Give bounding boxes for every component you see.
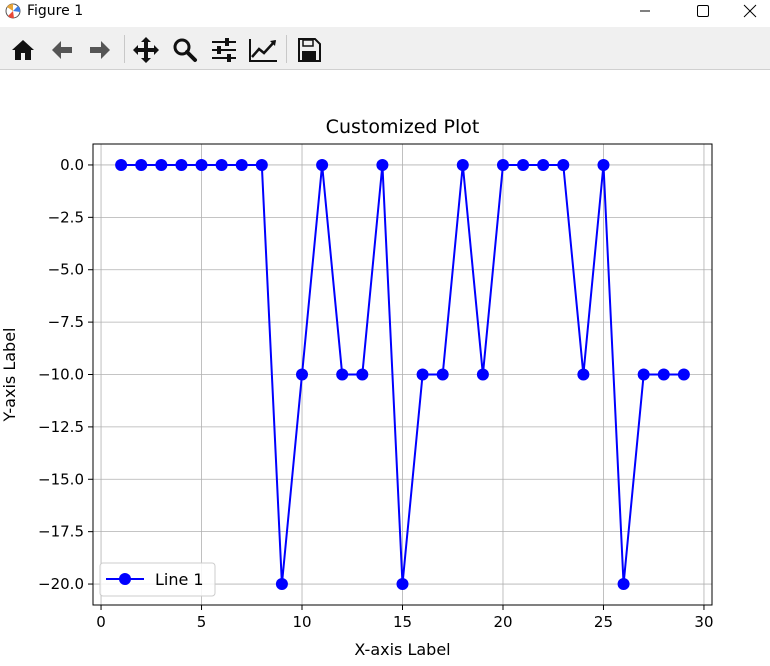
data-point — [517, 158, 530, 171]
y-tick-label: −7.5 — [48, 313, 84, 331]
data-point — [175, 158, 188, 171]
data-point — [476, 368, 489, 381]
data-point — [115, 158, 128, 171]
data-point — [657, 368, 670, 381]
y-tick-label: 0.0 — [60, 156, 84, 174]
home-button[interactable] — [8, 35, 38, 65]
home-icon — [12, 40, 34, 60]
move-icon — [133, 37, 159, 63]
data-point — [275, 578, 288, 591]
data-point — [396, 578, 409, 591]
x-tick-label: 25 — [594, 613, 613, 631]
x-tick-label: 10 — [292, 613, 311, 631]
data-point — [296, 368, 309, 381]
y-tick-label: −2.5 — [48, 208, 84, 226]
y-tick-label: −20.0 — [38, 575, 84, 593]
floppy-disk-icon — [298, 38, 321, 62]
x-tick-label: 15 — [393, 613, 412, 631]
close-button[interactable] — [730, 0, 770, 22]
data-point — [597, 158, 610, 171]
data-point — [617, 578, 630, 591]
data-point — [557, 158, 570, 171]
y-tick-label: −15.0 — [38, 470, 84, 488]
x-tick-label: 30 — [694, 613, 713, 631]
legend-marker-sample — [119, 573, 131, 585]
line-chart-icon — [249, 39, 277, 62]
navigation-toolbar — [0, 27, 770, 70]
arrow-right-icon — [90, 41, 110, 59]
configure-subplots-button[interactable] — [209, 35, 239, 65]
y-tick-label: −10.0 — [38, 366, 84, 384]
data-point — [235, 158, 248, 171]
legend: Line 1 — [99, 562, 216, 597]
maximize-icon — [697, 5, 709, 17]
x-tick-label: 20 — [493, 613, 512, 631]
data-point — [356, 368, 369, 381]
maximize-button[interactable] — [683, 0, 723, 22]
legend-box — [99, 562, 216, 597]
data-point — [215, 158, 228, 171]
toolbar-separator — [124, 35, 125, 63]
y-tick-label: −12.5 — [38, 418, 84, 436]
figure-canvas[interactable]: 0 5 10 15 20 25 30 0.0 −2.5 −5.0 −7.5 −10.0 −12.5 −1… — [0, 70, 770, 662]
data-point — [677, 368, 690, 381]
y-tick-label: −17.5 — [38, 523, 84, 541]
window-title: Figure 1 — [27, 3, 84, 19]
line-chart: 0 5 10 15 20 25 30 0.0 −2.5 −5.0 −7.5 −10.0 −12.5 −1… — [0, 116, 714, 659]
y-tick-label: −5.0 — [48, 261, 84, 279]
x-tick-label: 0 — [96, 613, 106, 631]
back-button[interactable] — [47, 35, 77, 65]
x-axis-label: X-axis Label — [354, 640, 450, 659]
matplotlib-app-icon — [5, 3, 21, 19]
sliders-icon — [212, 38, 236, 62]
data-point — [537, 158, 550, 171]
axes-frame — [92, 143, 713, 606]
toolbar-separator — [286, 35, 287, 63]
window-titlebar: Figure 1 — [0, 0, 770, 22]
data-point — [496, 158, 509, 171]
y-axis-label: Y-axis Label — [0, 328, 19, 423]
close-icon — [743, 4, 757, 18]
data-point — [637, 368, 650, 381]
data-point — [255, 158, 268, 171]
arrow-left-icon — [52, 41, 72, 59]
data-point — [577, 368, 590, 381]
data-point — [436, 368, 449, 381]
data-point — [135, 158, 148, 171]
magnifier-icon — [173, 38, 197, 62]
data-point — [155, 158, 168, 171]
forward-button[interactable] — [85, 35, 115, 65]
save-button[interactable] — [294, 35, 324, 65]
minimize-button[interactable] — [625, 0, 665, 22]
minimize-icon — [640, 10, 650, 12]
data-point — [336, 368, 349, 381]
data-point — [416, 368, 429, 381]
chart-title: Customized Plot — [326, 116, 480, 138]
zoom-button[interactable] — [170, 35, 200, 65]
edit-axes-button[interactable] — [248, 35, 278, 65]
data-point — [316, 158, 329, 171]
legend-label: Line 1 — [155, 570, 204, 589]
data-point — [376, 158, 389, 171]
pan-button[interactable] — [131, 35, 161, 65]
data-point — [195, 158, 208, 171]
x-tick-label: 5 — [197, 613, 207, 631]
data-point — [456, 158, 469, 171]
